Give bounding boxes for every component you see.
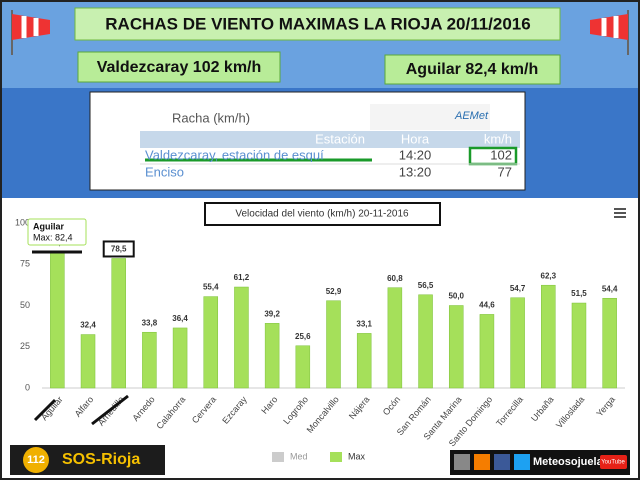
y-tick-label: 50 xyxy=(20,300,30,310)
bar xyxy=(326,300,341,389)
tooltip-box xyxy=(27,218,87,246)
icon-twitter[interactable] xyxy=(514,454,530,470)
chart-title: Velocidad del viento (km/h) 20-11-2016 xyxy=(235,209,409,220)
table-header: Hora xyxy=(401,131,430,146)
bar xyxy=(541,284,556,389)
youtube: YouTube xyxy=(601,460,625,466)
bar xyxy=(448,305,464,389)
bar xyxy=(50,251,65,389)
value-label: 44,6 xyxy=(479,301,495,310)
y-tick-label: 75 xyxy=(20,259,30,269)
title-box xyxy=(74,7,561,41)
legend-label: Med xyxy=(290,451,308,461)
legend-swatch xyxy=(272,452,284,462)
table-cell: 14:20 xyxy=(399,147,432,162)
right-box xyxy=(384,54,561,85)
badge-circle xyxy=(23,447,49,473)
bar xyxy=(602,297,617,389)
bar xyxy=(203,296,219,389)
value-label: 25,6 xyxy=(295,332,311,341)
logo: AEMet xyxy=(454,110,489,122)
value-label: 32,4 xyxy=(80,321,96,330)
youtube-box[interactable] xyxy=(600,455,627,469)
windsock-right xyxy=(590,10,629,55)
underline xyxy=(33,398,57,422)
legend-label: Max xyxy=(348,451,366,461)
icon-blogger[interactable] xyxy=(474,454,490,470)
y-tick-label: 25 xyxy=(20,341,30,351)
value-label: 39,2 xyxy=(264,309,280,318)
left-box-text: Valdezcaray 102 km/h xyxy=(97,59,262,76)
value-label: 50,0 xyxy=(448,292,464,301)
table-cell: 102 xyxy=(490,147,512,162)
bar xyxy=(510,297,525,389)
bar xyxy=(356,333,372,389)
y-tick-label: 0 xyxy=(25,382,30,392)
footer-left: SOS-Rioja xyxy=(62,451,140,468)
bar xyxy=(418,294,433,389)
right-box-text: Aguilar 82,4 km/h xyxy=(406,61,539,78)
chart-title-box xyxy=(204,202,441,226)
menu-icon[interactable] xyxy=(614,208,626,218)
y-tick-label: 100 xyxy=(15,217,30,227)
windsock-left xyxy=(11,10,50,55)
value-label: 55,4 xyxy=(203,283,219,292)
title: RACHAS DE VIENTO MAXIMAS LA RIOJA 20/11/… xyxy=(105,14,530,33)
icon-instagram[interactable] xyxy=(454,454,470,470)
icon-facebook[interactable] xyxy=(494,454,510,470)
bar xyxy=(571,302,587,389)
bar xyxy=(111,258,126,389)
badge: 112 xyxy=(27,454,45,466)
bar xyxy=(172,327,188,389)
tooltip-text: Max: 82,4 xyxy=(33,232,73,242)
underline xyxy=(91,394,129,426)
bar xyxy=(234,286,249,389)
value-label: 36,4 xyxy=(172,314,188,323)
bar xyxy=(80,334,96,389)
bar xyxy=(264,323,280,389)
bar xyxy=(387,287,403,389)
legend-swatch xyxy=(330,452,342,462)
left-box xyxy=(77,51,281,83)
logo-box xyxy=(370,104,490,130)
footer-right: Meteosojuela xyxy=(533,456,604,468)
value-label: 54,4 xyxy=(602,284,618,293)
table-cell: Valdezcaray, estación de esquí xyxy=(145,147,324,162)
value-label: 33,8 xyxy=(142,318,158,327)
bar xyxy=(479,314,495,389)
value-label: 61,2 xyxy=(234,273,250,282)
tooltip-title: Aguilar xyxy=(33,221,65,231)
value-label: 51,5 xyxy=(571,289,587,298)
table-header: Estación xyxy=(315,131,365,146)
value-label: 54,7 xyxy=(510,284,526,293)
value-label: 78,5 xyxy=(111,245,127,254)
value-label: 60,8 xyxy=(387,274,403,283)
bar xyxy=(142,331,157,389)
value-label: 56,5 xyxy=(418,281,434,290)
highlight-box xyxy=(102,240,135,258)
value-label: 62,3 xyxy=(541,271,557,280)
table-header-bg xyxy=(140,131,520,148)
value-label: 33,1 xyxy=(356,319,372,328)
table-cell: Enciso xyxy=(145,164,184,179)
table-cell: 13:20 xyxy=(399,164,432,179)
chart-bg xyxy=(0,198,640,480)
table-cell: 77 xyxy=(498,164,512,179)
bar xyxy=(295,345,311,389)
value-label: 52,9 xyxy=(326,287,342,296)
table-header: km/h xyxy=(484,131,512,146)
table-title: Racha (km/h) xyxy=(172,110,250,125)
